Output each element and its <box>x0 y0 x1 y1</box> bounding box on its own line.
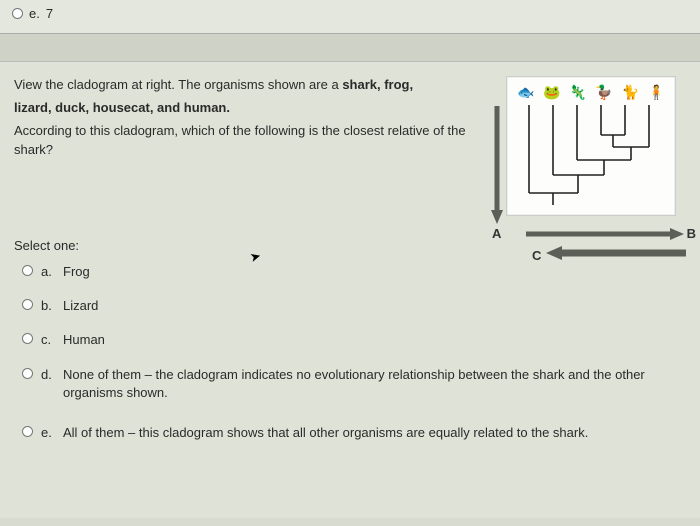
arrow-B-icon <box>526 228 684 240</box>
prev-option-letter: e. <box>29 6 40 21</box>
option-letter: c. <box>41 331 55 349</box>
option-text: Frog <box>63 263 686 281</box>
radio-icon <box>22 426 33 437</box>
tip-lizard: 🦎 <box>569 85 586 99</box>
tip-duck: 🦆 <box>595 85 612 99</box>
option-text: Lizard <box>63 297 686 315</box>
option-letter: d. <box>41 366 55 384</box>
radio-icon <box>22 265 33 276</box>
radio-icon <box>22 333 33 344</box>
option-e[interactable]: e. All of them – this cladogram shows th… <box>22 424 686 442</box>
option-text: None of them – the cladogram indicates n… <box>63 366 686 402</box>
option-text: All of them – this cladogram shows that … <box>63 424 686 442</box>
radio-icon <box>12 8 23 19</box>
option-b[interactable]: b. Lizard <box>22 297 686 315</box>
option-letter: e. <box>41 424 55 442</box>
prev-option-text: 7 <box>46 6 53 21</box>
question-panel: ➤ View the cladogram at right. The organ… <box>0 62 700 518</box>
radio-icon <box>22 299 33 310</box>
cladogram-tree <box>517 105 667 210</box>
tip-human: 🧍 <box>648 85 665 99</box>
cladogram-box: 🐟 🐸 🦎 🦆 🐈 🧍 <box>506 76 676 216</box>
tip-cat: 🐈 <box>621 85 638 99</box>
option-letter: a. <box>41 263 55 281</box>
q-line2b: lizard, duck, housecat, and human. <box>14 100 230 115</box>
option-text: Human <box>63 331 686 349</box>
question-text: View the cladogram at right. The organis… <box>14 76 486 216</box>
option-letter: b. <box>41 297 55 315</box>
q-line1b: shark, frog, <box>342 77 413 92</box>
radio-icon <box>22 368 33 379</box>
previous-question-strip: e. 7 <box>0 0 700 34</box>
prev-option-e[interactable]: e. 7 <box>12 6 688 21</box>
separator-strip <box>0 34 700 62</box>
option-d[interactable]: d. None of them – the cladogram indicate… <box>22 366 686 402</box>
tip-shark: 🐟 <box>517 85 534 99</box>
option-a[interactable]: a. Frog <box>22 263 686 281</box>
q-line1a: View the cladogram at right. The organis… <box>14 77 342 92</box>
option-c[interactable]: c. Human <box>22 331 686 349</box>
label-A: A <box>492 226 501 241</box>
tip-frog: 🐸 <box>543 85 560 99</box>
arrow-C-icon <box>546 246 686 260</box>
arrow-A-icon <box>490 106 504 224</box>
label-B: B <box>687 226 696 241</box>
q-line3: According to this cladogram, which of th… <box>14 122 486 160</box>
label-C: C <box>532 248 541 263</box>
cladogram-figure: 🐟 🐸 🦎 🦆 🐈 🧍 <box>496 76 686 216</box>
cladogram-tips: 🐟 🐸 🦎 🦆 🐈 🧍 <box>517 85 665 99</box>
